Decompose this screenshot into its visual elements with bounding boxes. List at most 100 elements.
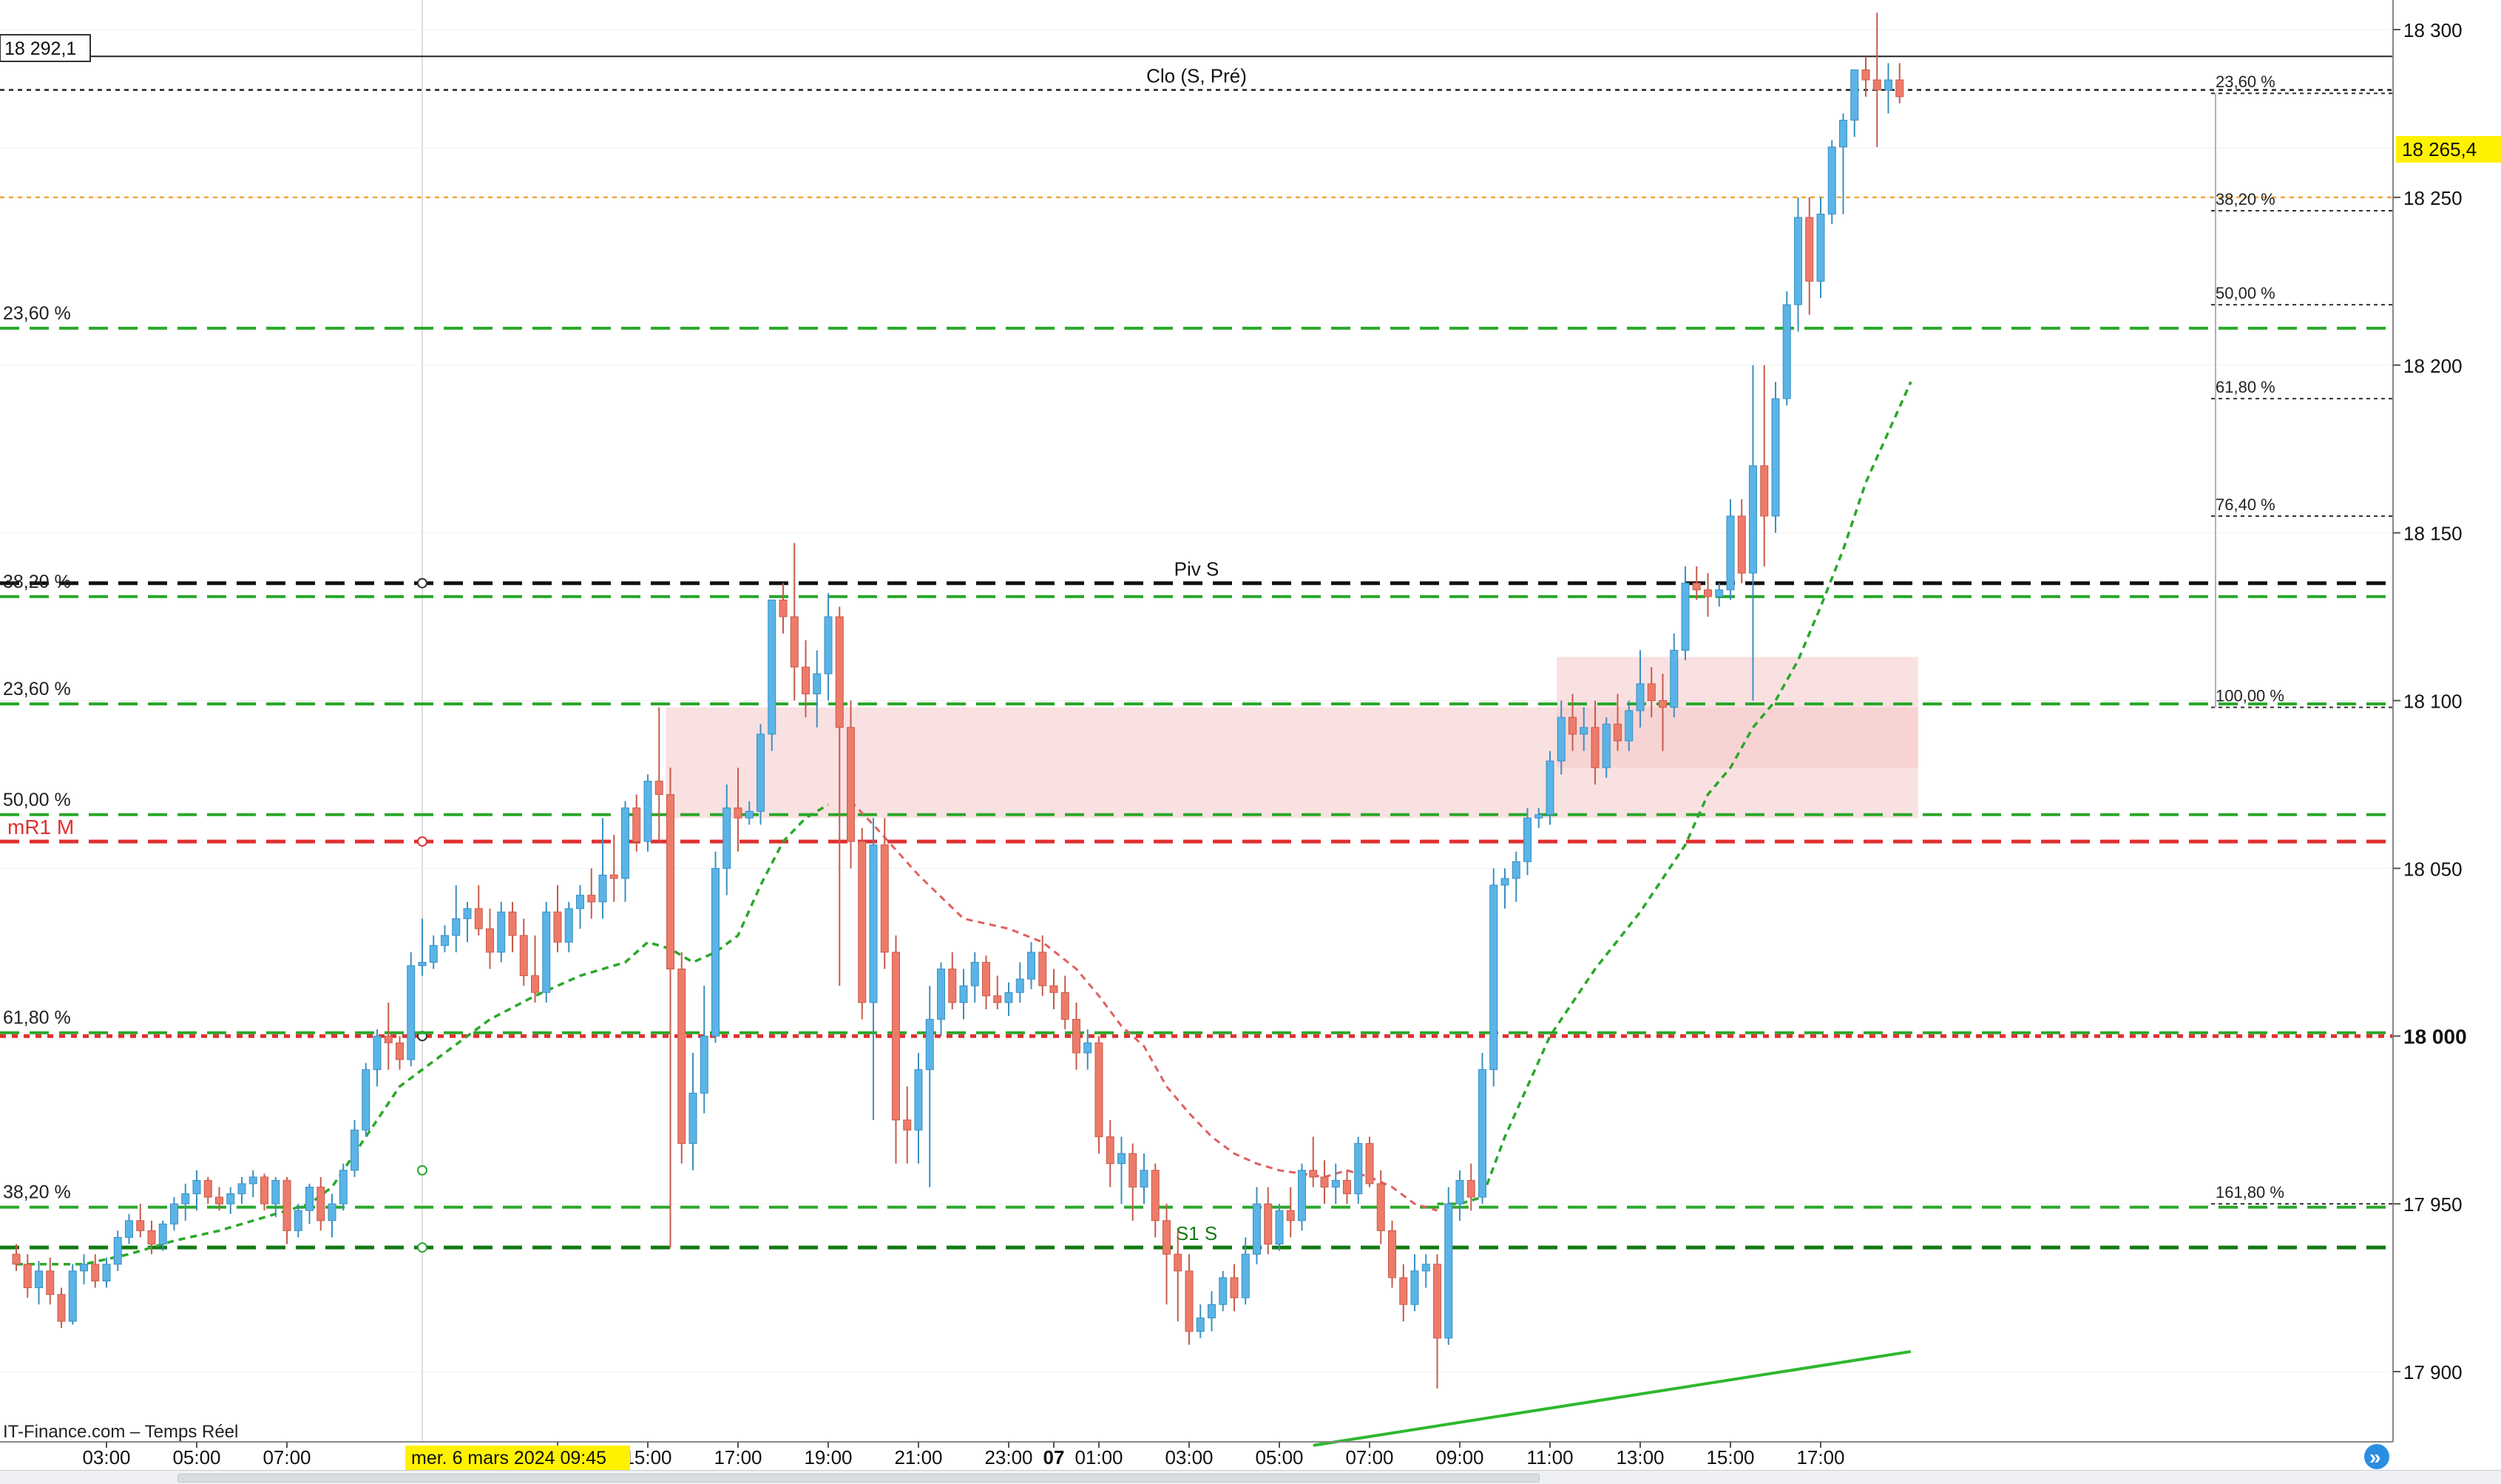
y-tick-label: 18 300 (2403, 19, 2463, 41)
candle-body (23, 1264, 32, 1289)
candle-body (519, 935, 528, 977)
candle-body (305, 1186, 314, 1211)
y-tick-label: 18 100 (2403, 691, 2463, 713)
candle-body (170, 1203, 178, 1224)
candle-body (677, 969, 686, 1144)
scroll-right-button[interactable]: » (2364, 1444, 2389, 1469)
candle-body (1455, 1179, 1464, 1205)
candle-body (46, 1270, 55, 1295)
candle-body (880, 844, 889, 953)
candle-body (113, 1237, 122, 1265)
candle-body (147, 1230, 156, 1245)
candle-body (282, 1179, 291, 1231)
candle-body (722, 807, 731, 869)
x-tick-label: 23:00 (984, 1446, 1032, 1468)
x-tick-label: 07:00 (1345, 1446, 1393, 1468)
candle-body (576, 895, 584, 909)
x-tick-label: 19:00 (804, 1446, 852, 1468)
x-tick-label: 01:00 (1074, 1446, 1123, 1468)
candle-body (351, 1129, 359, 1171)
candle-body (35, 1270, 43, 1289)
cursor-date-label: mer. 6 mars 2024 09:45 (405, 1446, 630, 1471)
anchor-point (417, 1242, 427, 1253)
candle-body (1185, 1270, 1194, 1332)
x-tick-label: 17:00 (1796, 1446, 1844, 1468)
candle-body (587, 895, 596, 903)
candle-body (1771, 398, 1780, 517)
candle-body (1072, 1019, 1080, 1054)
horizontal-scrollbar[interactable] (0, 1470, 2501, 1484)
candle-body (463, 908, 472, 919)
fib-right-label: 23,60 % (2216, 72, 2275, 91)
candle-body (1500, 878, 1509, 886)
anchor-point (417, 577, 427, 589)
candle-body (858, 841, 867, 1003)
candle-body (12, 1253, 21, 1265)
cursor-date-value: mer. 6 mars 2024 09:45 (411, 1448, 606, 1468)
candle-body (1275, 1210, 1284, 1245)
candle-body (700, 1035, 708, 1094)
candle-body (125, 1220, 133, 1238)
candle-body (1782, 304, 1791, 399)
candle-body (1591, 727, 1600, 768)
y-tick-label: 17 950 (2403, 1193, 2463, 1216)
candle-body (643, 780, 652, 842)
candle-body (1376, 1183, 1385, 1231)
level-label: S1 S (1176, 1222, 1217, 1244)
candle-body (847, 727, 855, 842)
candle-body (1760, 465, 1769, 517)
candle-body (1388, 1230, 1396, 1278)
x-tick-label: 15:00 (623, 1446, 671, 1468)
support-zone (1557, 657, 1918, 768)
candle-body (982, 961, 990, 997)
candle-body (1670, 649, 1679, 708)
fib-left-label: 38,20 % (3, 572, 71, 592)
candlesticks (12, 13, 1904, 1389)
current-price-tag: 18 265,4 (2396, 136, 2501, 163)
candle-body (1489, 884, 1498, 1071)
candle-body (1478, 1069, 1486, 1198)
candle-body (1230, 1277, 1239, 1298)
candle-body (1320, 1176, 1329, 1187)
scrollbar-thumb[interactable] (177, 1474, 1540, 1483)
candle-body (621, 807, 629, 879)
fibonacci-levels: 23,60 % 38,20 % 23,60 % 50,00 % 61,80 % 38,20… (0, 72, 2393, 1209)
x-tick-label: 05:00 (172, 1446, 220, 1468)
candle-body (1614, 723, 1622, 742)
candle-body (1151, 1170, 1160, 1222)
x-tick-label: 07:00 (263, 1446, 311, 1468)
horizontal-levels: Piv S mR1 M S1 S Clo (S, Pré) (0, 55, 2393, 1253)
watermark: IT-Finance.com – Temps Réel (3, 1422, 238, 1442)
candle-body (824, 616, 833, 674)
candle-body (294, 1210, 302, 1231)
candle-body (1625, 710, 1634, 742)
candle-body (632, 807, 641, 842)
candle-body (688, 1092, 697, 1144)
candle-body (1241, 1253, 1250, 1298)
candle-body (666, 794, 674, 970)
fib-right-label: 50,00 % (2216, 284, 2275, 302)
candle-body (1060, 992, 1069, 1020)
candle-body (373, 1035, 382, 1071)
candle-body (1162, 1220, 1171, 1255)
candle-body (790, 616, 799, 668)
candle-body (892, 952, 900, 1121)
candle-body (1726, 515, 1735, 591)
candle-body (91, 1264, 100, 1281)
scroll-right-icon: » (2369, 1446, 2381, 1468)
candle-body (407, 965, 416, 1060)
fib-left-label: 23,60 % (3, 303, 71, 324)
candle-body (1681, 583, 1690, 651)
cursor-price-value: 18 292,1 (4, 38, 76, 59)
candle-body (1704, 589, 1712, 597)
candle-body (1106, 1136, 1114, 1165)
fib-left-label: 61,80 % (3, 1008, 71, 1029)
candle-body (441, 935, 449, 946)
candle-body (339, 1170, 348, 1205)
candle-body (396, 1042, 404, 1060)
candle-body (768, 599, 776, 735)
level-label: Clo (S, Pré) (1146, 65, 1247, 87)
candle-body (429, 945, 438, 963)
